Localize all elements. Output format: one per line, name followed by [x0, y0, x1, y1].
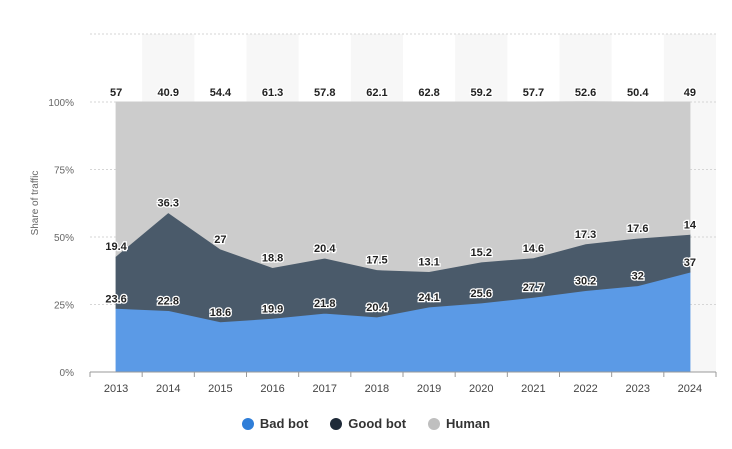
good-bot-data-label: 14 [684, 219, 697, 231]
human-data-label: 49 [684, 87, 696, 99]
bad-bot-data-label: 23.6 [105, 293, 126, 305]
good-bot-data-label: 17.3 [575, 229, 596, 241]
good-bot-data-label: 14.6 [523, 243, 544, 255]
good-bot-data-label: 17.5 [366, 255, 387, 267]
legend-item-good-bot[interactable]: Good bot [330, 416, 406, 431]
area-series [115, 101, 691, 373]
y-tick-label: 25% [54, 301, 74, 312]
human-data-label: 57.7 [523, 87, 544, 99]
x-tick-label: 2016 [260, 383, 284, 395]
human-legend-marker-icon [428, 417, 441, 430]
x-axis: 2013 2014 2015 2016 2017 2018 2019 2020 2021 2022… [89, 371, 717, 395]
x-tick-label: 2024 [678, 383, 702, 395]
data-labels: 23.6 22.8 18.6 19.9 21.8 20.4 24.1 25.6 27.7 30.2… [104, 86, 698, 320]
legend-item-bad-bot[interactable]: Bad bot [241, 416, 309, 431]
y-axis-title: Share of traffic [30, 171, 41, 236]
legend-label-bad-bot: Bad bot [259, 416, 309, 431]
y-axis: 0% 25% 50% 75% 100% [48, 98, 74, 379]
bad-bot-data-label: 37 [684, 257, 696, 269]
human-data-label: 62.1 [366, 87, 387, 99]
x-tick-label: 2021 [521, 383, 545, 395]
human-data-label: 61.3 [262, 87, 283, 99]
human-data-label: 54.4 [210, 87, 232, 99]
y-tick-label: 0% [60, 368, 75, 379]
human-data-label: 40.9 [158, 87, 179, 99]
x-tick-label: 2023 [626, 383, 650, 395]
x-tick-label: 2014 [156, 383, 180, 395]
y-tick-label: 100% [48, 98, 74, 109]
y-tick-label: 75% [54, 166, 74, 177]
bad-bot-data-label: 32 [632, 271, 644, 283]
x-tick-label: 2019 [417, 383, 441, 395]
good-bot-legend-marker-icon [330, 417, 343, 430]
legend-item-human[interactable]: Human [428, 416, 490, 431]
human-data-label: 50.4 [627, 87, 649, 99]
bad-bot-data-label: 30.2 [575, 275, 596, 287]
x-tick-label: 2017 [313, 383, 337, 395]
bad-bot-data-label: 27.7 [523, 282, 544, 294]
human-data-label: 59.2 [471, 87, 492, 99]
x-tick-label: 2013 [104, 383, 128, 395]
x-tick-label: 2015 [208, 383, 232, 395]
legend-label-good-bot: Good bot [348, 416, 407, 431]
good-bot-data-label: 19.4 [105, 241, 127, 253]
bad-bot-legend-marker-icon [241, 417, 254, 430]
x-tick-label: 2018 [365, 383, 389, 395]
bad-bot-data-label: 25.6 [471, 288, 492, 300]
good-bot-data-label: 20.4 [314, 243, 336, 255]
human-area [115, 101, 691, 273]
stacked-area-chart: 23.6 22.8 18.6 19.9 21.8 20.4 24.1 25.6 27.7 30.2… [30, 33, 717, 395]
bad-bot-data-label: 24.1 [418, 292, 439, 304]
bad-bot-data-label: 19.9 [262, 303, 283, 315]
legend: Bad bot Good bot Human [0, 416, 732, 431]
legend-label-human: Human [446, 416, 491, 431]
bad-bot-data-label: 20.4 [366, 302, 388, 314]
bad-bot-data-label: 18.6 [210, 307, 231, 319]
x-tick-label: 2022 [573, 383, 597, 395]
x-tick-label: 2020 [469, 383, 493, 395]
bad-bot-data-label: 21.8 [314, 298, 335, 310]
human-data-label: 57 [110, 87, 122, 99]
y-tick-label: 50% [54, 233, 74, 244]
bad-bot-data-label: 22.8 [158, 295, 179, 307]
good-bot-data-label: 13.1 [418, 257, 439, 269]
good-bot-data-label: 36.3 [158, 197, 179, 209]
good-bot-data-label: 17.6 [627, 223, 648, 235]
good-bot-data-label: 18.8 [262, 253, 283, 265]
human-data-label: 62.8 [418, 87, 439, 99]
human-data-label: 52.6 [575, 87, 596, 99]
good-bot-data-label: 15.2 [471, 247, 492, 259]
good-bot-data-label: 27 [214, 234, 226, 246]
human-data-label: 57.8 [314, 87, 335, 99]
